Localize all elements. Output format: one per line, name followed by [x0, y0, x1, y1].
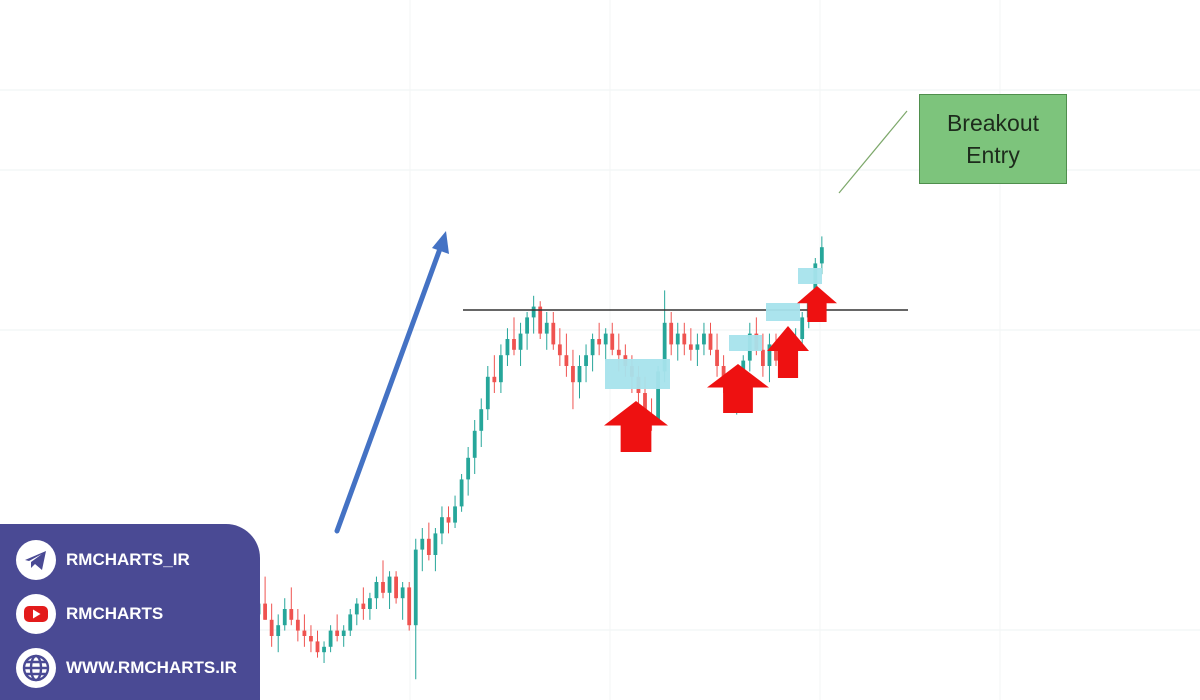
youtube-link[interactable]: RMCHARTS: [16, 594, 163, 634]
candle-body: [446, 517, 451, 523]
candle-body: [643, 393, 647, 415]
telegram-link[interactable]: RMCHARTS_IR: [16, 540, 190, 580]
candle-body: [263, 603, 267, 620]
candle-body: [702, 333, 706, 345]
candle-body: [603, 333, 608, 345]
candle-body: [472, 430, 477, 458]
signal-up-arrow: [604, 401, 668, 452]
telegram-label: RMCHARTS_IR: [66, 550, 190, 569]
website-label: WWW.RMCHARTS.IR: [66, 658, 237, 677]
candle-body: [466, 457, 471, 480]
callout-leader-line: [838, 110, 908, 194]
candle-body: [616, 349, 621, 356]
candle-body: [459, 479, 464, 507]
candle-body: [584, 355, 588, 366]
candle-body: [557, 344, 562, 356]
candle-body: [610, 333, 615, 350]
candle-body: [597, 339, 602, 345]
candle-body: [335, 630, 340, 636]
candlestick-series: [250, 236, 824, 680]
callout-line-2: Entry: [966, 142, 1020, 168]
candle-body: [387, 576, 392, 593]
candle-body: [269, 619, 274, 636]
candle-body: [374, 582, 379, 599]
candle-body: [420, 538, 425, 550]
candle-body: [400, 587, 405, 599]
candle-body: [675, 333, 680, 345]
candle-body: [564, 355, 569, 366]
support-zone-box: [729, 335, 762, 351]
signal-up-arrow: [767, 326, 809, 378]
candle-body: [479, 409, 484, 431]
breakout-entry-callout: Breakout Entry: [919, 94, 1067, 184]
candle-body: [394, 576, 398, 599]
signal-up-arrow: [797, 286, 837, 322]
candle-body: [577, 366, 582, 383]
support-zone-box: [798, 268, 822, 284]
support-zone-box: [605, 359, 670, 389]
candle-body: [302, 630, 307, 636]
candle-body: [525, 317, 529, 334]
candle-body: [453, 506, 457, 523]
globe-icon: [16, 648, 56, 688]
candle-body: [590, 339, 595, 356]
candle-body: [819, 247, 824, 264]
candle-body: [315, 641, 320, 653]
youtube-icon: [16, 594, 56, 634]
candle-body: [800, 317, 805, 339]
candle-body: [695, 344, 700, 350]
candle-body: [538, 306, 543, 334]
chart-annotations: [334, 110, 908, 534]
candle-body: [354, 603, 359, 615]
candle-body: [551, 322, 556, 345]
candle-body: [518, 333, 523, 350]
candle-body: [721, 366, 726, 383]
youtube-label: RMCHARTS: [66, 604, 164, 623]
telegram-icon: [16, 540, 56, 580]
candle-body: [499, 355, 503, 383]
candle-body: [505, 339, 510, 356]
candle-body: [309, 636, 313, 642]
candle-body: [492, 376, 497, 383]
candle-body: [381, 582, 385, 593]
candle-body: [682, 333, 687, 345]
candle-body: [512, 339, 516, 350]
candle-body: [531, 306, 536, 318]
candle-body: [774, 344, 778, 361]
candle-body: [761, 349, 765, 366]
candle-body: [413, 549, 418, 626]
candle-body: [368, 598, 372, 609]
social-links-panel: RMCHARTS_IR RMCHARTS WWW.RMCHARTS.IR: [0, 524, 260, 700]
candle-body: [485, 376, 490, 410]
candle-body: [361, 603, 366, 609]
candle-body: [688, 344, 693, 350]
candle-body: [295, 619, 300, 631]
signal-up-arrow: [707, 364, 769, 413]
candle-body: [440, 517, 444, 534]
candle-body: [662, 322, 667, 372]
candle-body: [656, 371, 660, 420]
candle-body: [289, 609, 294, 620]
callout-line-1: Breakout: [946, 110, 1040, 136]
candle-body: [341, 630, 346, 636]
candle-body: [276, 625, 281, 636]
candle-body: [715, 349, 719, 366]
candle-body: [348, 614, 353, 631]
candle-body: [282, 609, 287, 626]
candle-body: [571, 366, 575, 383]
candle-body: [669, 322, 674, 345]
candle-body: [433, 533, 438, 555]
support-zone-box: [766, 303, 800, 321]
candle-body: [426, 538, 431, 555]
candle-body: [328, 630, 333, 647]
website-link[interactable]: WWW.RMCHARTS.IR: [16, 648, 237, 688]
uptrend-arrow-head: [432, 231, 449, 254]
candle-body: [767, 344, 772, 366]
candle-body: [544, 322, 549, 334]
candle-body: [322, 646, 326, 653]
candle-body: [407, 587, 412, 626]
uptrend-arrow-shaft: [334, 243, 444, 534]
candle-body: [708, 333, 713, 350]
